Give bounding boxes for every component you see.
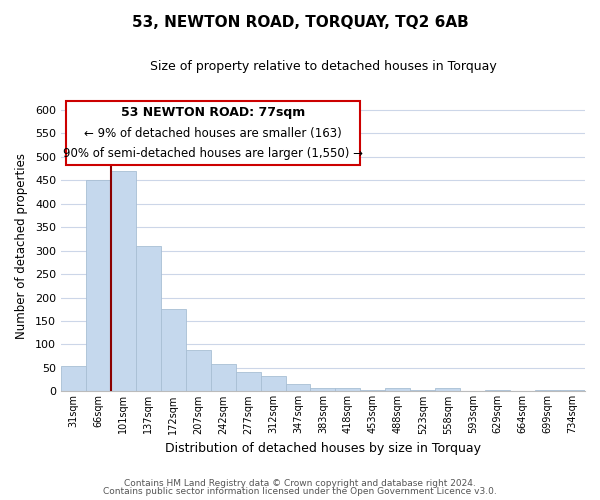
Bar [560, 390, 585, 392]
Bar [361, 390, 385, 392]
Bar [136, 246, 161, 392]
Bar [236, 372, 260, 392]
Text: 53 NEWTON ROAD: 77sqm: 53 NEWTON ROAD: 77sqm [121, 106, 305, 120]
Text: Contains public sector information licensed under the Open Government Licence v3: Contains public sector information licen… [103, 487, 497, 496]
Bar [310, 388, 335, 392]
Bar [485, 390, 510, 392]
Text: Contains HM Land Registry data © Crown copyright and database right 2024.: Contains HM Land Registry data © Crown c… [124, 478, 476, 488]
Text: 53, NEWTON ROAD, TORQUAY, TQ2 6AB: 53, NEWTON ROAD, TORQUAY, TQ2 6AB [131, 15, 469, 30]
Bar [260, 376, 286, 392]
Bar [61, 366, 86, 392]
Bar [410, 390, 435, 392]
Bar [535, 390, 560, 392]
Bar [435, 388, 460, 392]
Y-axis label: Number of detached properties: Number of detached properties [15, 153, 28, 339]
Bar [335, 388, 361, 392]
Bar [385, 388, 410, 392]
Text: 90% of semi-detached houses are larger (1,550) →: 90% of semi-detached houses are larger (… [63, 147, 363, 160]
Bar [161, 310, 186, 392]
X-axis label: Distribution of detached houses by size in Torquay: Distribution of detached houses by size … [165, 442, 481, 455]
Bar [111, 171, 136, 392]
Bar [86, 180, 111, 392]
Bar [186, 350, 211, 392]
Bar [286, 384, 310, 392]
Title: Size of property relative to detached houses in Torquay: Size of property relative to detached ho… [149, 60, 496, 73]
Bar [211, 364, 236, 392]
FancyBboxPatch shape [66, 100, 359, 164]
Text: ← 9% of detached houses are smaller (163): ← 9% of detached houses are smaller (163… [84, 126, 342, 140]
